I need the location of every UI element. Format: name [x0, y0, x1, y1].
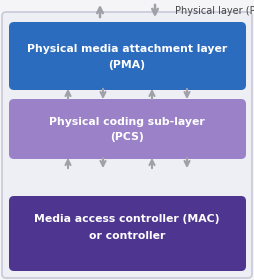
Text: Physical layer (PHY): Physical layer (PHY)	[174, 6, 254, 16]
Text: Physical media attachment layer: Physical media attachment layer	[27, 44, 226, 54]
Text: (PMA): (PMA)	[108, 60, 145, 70]
Text: Physical coding sub-layer: Physical coding sub-layer	[49, 117, 204, 127]
Text: (PCS): (PCS)	[110, 132, 143, 142]
Text: Media access controller (MAC): Media access controller (MAC)	[34, 214, 219, 224]
Text: or controller: or controller	[88, 231, 165, 241]
FancyBboxPatch shape	[9, 196, 245, 271]
FancyBboxPatch shape	[9, 22, 245, 90]
FancyBboxPatch shape	[9, 99, 245, 159]
FancyBboxPatch shape	[2, 12, 251, 278]
